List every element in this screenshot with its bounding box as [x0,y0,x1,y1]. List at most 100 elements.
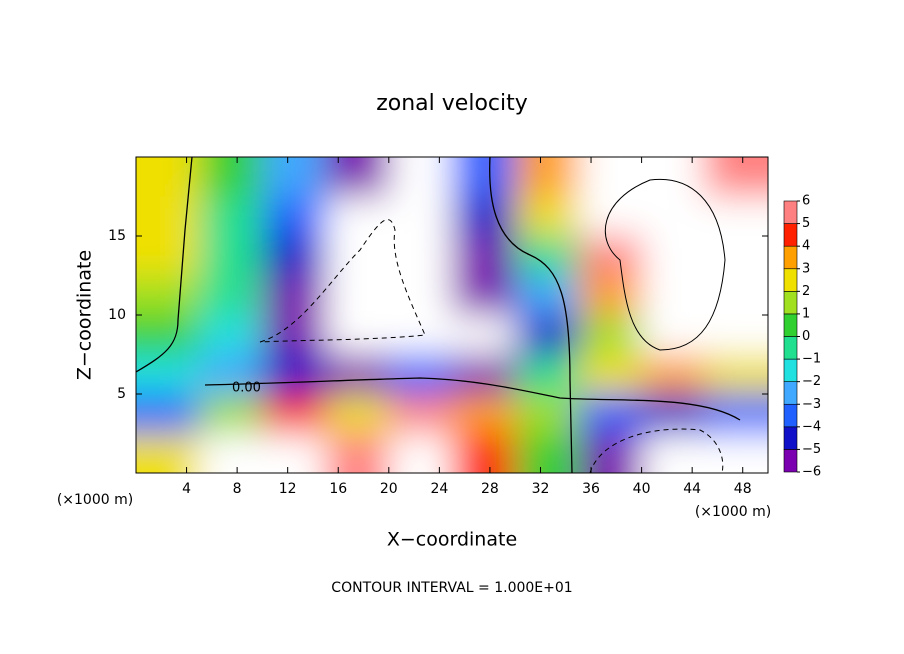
field-cell [325,354,389,394]
field-cell [262,394,326,434]
field-cell [199,315,263,355]
field-cell [578,275,642,315]
field-cell [262,157,326,197]
field-cell [515,236,579,276]
field-cell [515,196,579,236]
contour-line [204,377,741,421]
field-cell [199,275,263,315]
field-cell [452,157,516,197]
colorbar-band [783,358,798,382]
colorbar-band [783,223,798,247]
field-cell [199,157,263,197]
x-tick-label: 40 [633,481,651,497]
x-tick-label: 20 [380,481,398,497]
x-tick-label: 12 [279,481,297,497]
field-cell [704,354,768,394]
colorbar-tick-label: −2 [802,374,821,389]
x-tick-label: 44 [683,481,701,497]
field-cell [199,236,263,276]
field-cell [704,394,768,434]
field-cell [136,394,200,434]
colorbar-tick-label: 4 [802,239,810,254]
field-cell [641,315,705,355]
field-cell [388,433,452,473]
colorbar-band [783,268,798,292]
field-cell [262,354,326,394]
field-cell [641,196,705,236]
field-cell [704,196,768,236]
y-tick-label: 15 [108,228,126,244]
field-cell [136,315,200,355]
colorbar-tick-label: −1 [802,352,821,367]
field-cell [199,433,263,473]
field-cell [199,196,263,236]
field-cell [641,433,705,473]
field-cell [704,157,768,197]
field-cell [452,394,516,434]
field-cell [704,315,768,355]
x-tick-label: 16 [329,481,347,497]
field-cell [199,354,263,394]
colorbar-tick-label: −5 [802,442,821,457]
y-tick-label: 10 [108,307,126,323]
cells [136,157,768,473]
colorbar-tick-label: −4 [802,419,821,434]
y-tick-label: 5 [117,386,126,402]
colorbar-tick-label: 2 [802,284,810,299]
field-cell [452,433,516,473]
x-unit-label: (×1000 m) [695,504,771,520]
field-cell [388,196,452,236]
field-cell [578,236,642,276]
field-cell [136,236,200,276]
field-cell [388,275,452,315]
field-cell [325,394,389,434]
chart-title: zonal velocity [376,91,528,116]
colorbar-band [783,200,798,224]
field-cell [262,275,326,315]
colorbar-tick-label: 0 [802,329,810,344]
field-cell [388,236,452,276]
x-axis-label: X−coordinate [387,529,517,551]
field-cell [641,394,705,434]
contour-line [259,219,426,343]
contour-line [604,178,726,351]
field-cell [388,354,452,394]
x-tick-label: 8 [233,481,242,497]
field-cell [578,315,642,355]
field-cell [452,196,516,236]
colorbar-tick-label: 5 [802,216,810,231]
colorbar-band [783,245,798,270]
colorbar-tick-label: 1 [802,306,810,321]
x-tick-label: 36 [582,481,600,497]
field-cell [136,196,200,236]
field-cell [388,157,452,197]
footer-note: CONTOUR INTERVAL = 1.000E+01 [331,580,572,596]
field-cell [262,433,326,473]
y-axis-label: Z−coordinate [74,250,96,380]
field-cell [136,433,200,473]
colorbar-band [783,426,798,450]
field-cell [262,236,326,276]
colorbar-tick-label: −3 [802,397,821,412]
field-cell [325,433,389,473]
field-cell [641,275,705,315]
colorbar-band [783,336,798,360]
contours [136,157,741,473]
contour-label: 0.00 [232,381,261,396]
field-cell [515,394,579,434]
field-cell [578,354,642,394]
field-cell [452,275,516,315]
colorbar-tick-label: −6 [802,465,821,480]
field-cell [262,196,326,236]
field-cell [452,315,516,355]
field-cell [578,433,642,473]
field-cell [641,354,705,394]
x-tick-label: 32 [532,481,550,497]
x-tick-label: 48 [734,481,752,497]
colorbar-band [783,403,798,428]
field-cell [641,236,705,276]
field-cell [136,275,200,315]
colorbar-band [783,313,798,337]
field-cell [452,236,516,276]
